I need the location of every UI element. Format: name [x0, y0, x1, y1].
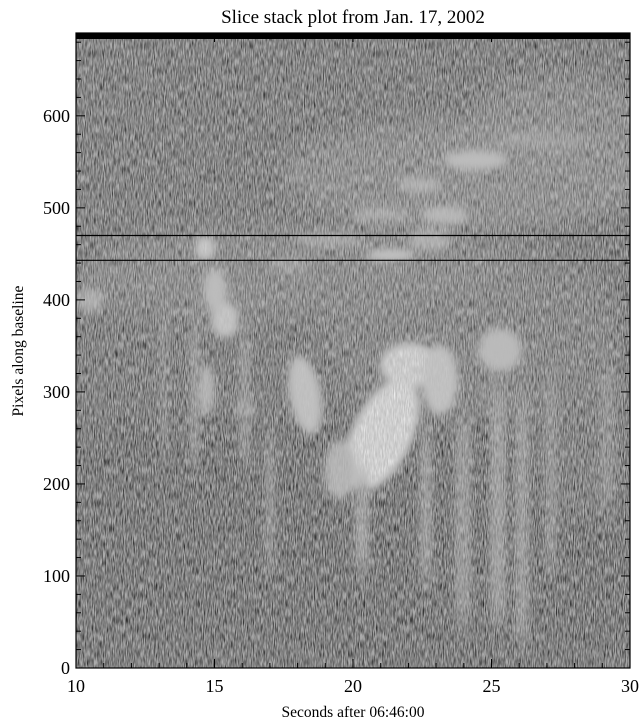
- y-tick-label: 500: [43, 198, 70, 218]
- x-tick-label: 20: [344, 676, 362, 696]
- y-axis: 0 100 200 300 400 500 600: [43, 41, 630, 678]
- y-tick-label: 100: [43, 566, 70, 586]
- x-tick-label: 30: [621, 676, 639, 696]
- chart-title: Slice stack plot from Jan. 17, 2002: [221, 7, 485, 28]
- slice-stack-image: [76, 33, 630, 668]
- y-tick-label: 200: [43, 474, 70, 494]
- y-tick-label: 600: [43, 106, 70, 126]
- y-tick-label: 400: [43, 290, 70, 310]
- y-axis-label: Pixels along baseline: [10, 285, 27, 416]
- x-tick-label: 25: [483, 676, 501, 696]
- y-tick-label: 300: [43, 382, 70, 402]
- x-axis: 10 15 20 25 30: [67, 33, 639, 696]
- x-axis-label: Seconds after 06:46:00: [282, 704, 425, 721]
- x-tick-label: 10: [67, 676, 85, 696]
- y-tick-label: 0: [61, 658, 70, 678]
- x-tick-label: 15: [206, 676, 224, 696]
